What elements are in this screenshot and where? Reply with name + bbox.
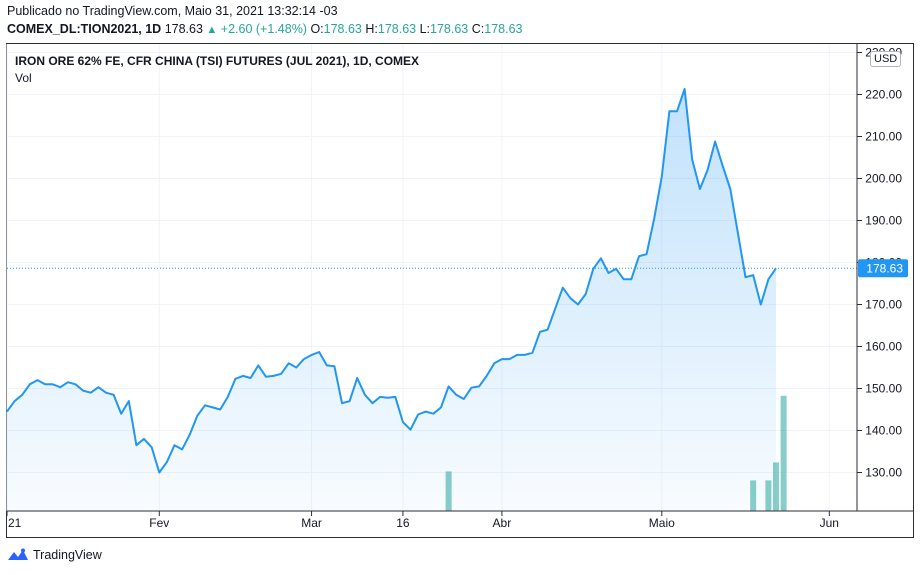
- x-tick-label: 16: [396, 516, 410, 530]
- price-line: [6, 88, 777, 474]
- x-tick-label: Maio: [649, 516, 675, 530]
- chart-legend-title: IRON ORE 62% FE, CFR CHINA (TSI) FUTURES…: [15, 54, 420, 68]
- low-label: L:: [419, 22, 431, 36]
- close-label: C:: [471, 22, 485, 36]
- published-caption: Publicado no TradingView.com, Maio 31, 2…: [7, 4, 338, 18]
- tradingview-logo-icon: [8, 548, 28, 560]
- y-tick-label: 190.00: [865, 214, 902, 228]
- close-value: 178.63: [484, 22, 523, 36]
- high-value: 178.63: [377, 22, 417, 36]
- symbol-label[interactable]: COMEX_DL:TION2021, 1D: [7, 22, 162, 36]
- y-tick-label: 220.00: [865, 88, 902, 102]
- open-value: 178.63: [323, 22, 362, 36]
- price-change: +2.60 (+1.48%): [220, 22, 307, 36]
- x-tick-label: Mar: [301, 516, 322, 530]
- last-price-tag: 178.63: [858, 259, 908, 278]
- y-tick-label: 150.00: [865, 382, 902, 396]
- open-label: O:: [310, 22, 324, 36]
- volume-bar: [780, 395, 787, 511]
- footer-brand[interactable]: TradingView: [7, 548, 102, 562]
- time-axis: 21 Fev Mar 16 Abr Maio Jun: [6, 510, 914, 530]
- volume-legend: Vol: [15, 71, 32, 85]
- y-tick-label: 170.00: [865, 298, 902, 312]
- y-tick-label: 130.00: [865, 466, 902, 480]
- brand-name: TradingView: [33, 548, 102, 562]
- y-tick-label: 160.00: [865, 340, 902, 354]
- last-price-tag-label: 178.63: [866, 261, 903, 275]
- up-arrow-icon: ▲: [206, 24, 218, 36]
- y-tick-label: 200.00: [865, 172, 902, 186]
- price-area: [7, 89, 776, 511]
- quote-bar: COMEX_DL:TION2021, 1D 178.63 ▲ +2.60 (+1…: [7, 22, 522, 36]
- y-tick-label: 140.00: [865, 424, 902, 438]
- y-tick-label: 210.00: [865, 130, 902, 144]
- x-tick-label: 21: [8, 516, 22, 530]
- last-price-tag-bg: [858, 259, 908, 278]
- last-price: 178.63: [164, 22, 203, 36]
- x-tick-label: Abr: [493, 516, 512, 530]
- x-tick-label: Jun: [820, 516, 839, 530]
- price-axis: 130.00140.00150.00160.00170.00180.00190.…: [856, 44, 902, 511]
- high-label: H:: [365, 22, 378, 36]
- x-tick-label: Fev: [149, 516, 169, 530]
- low-value: 178.63: [430, 22, 469, 36]
- currency-badge[interactable]: USD: [870, 51, 902, 67]
